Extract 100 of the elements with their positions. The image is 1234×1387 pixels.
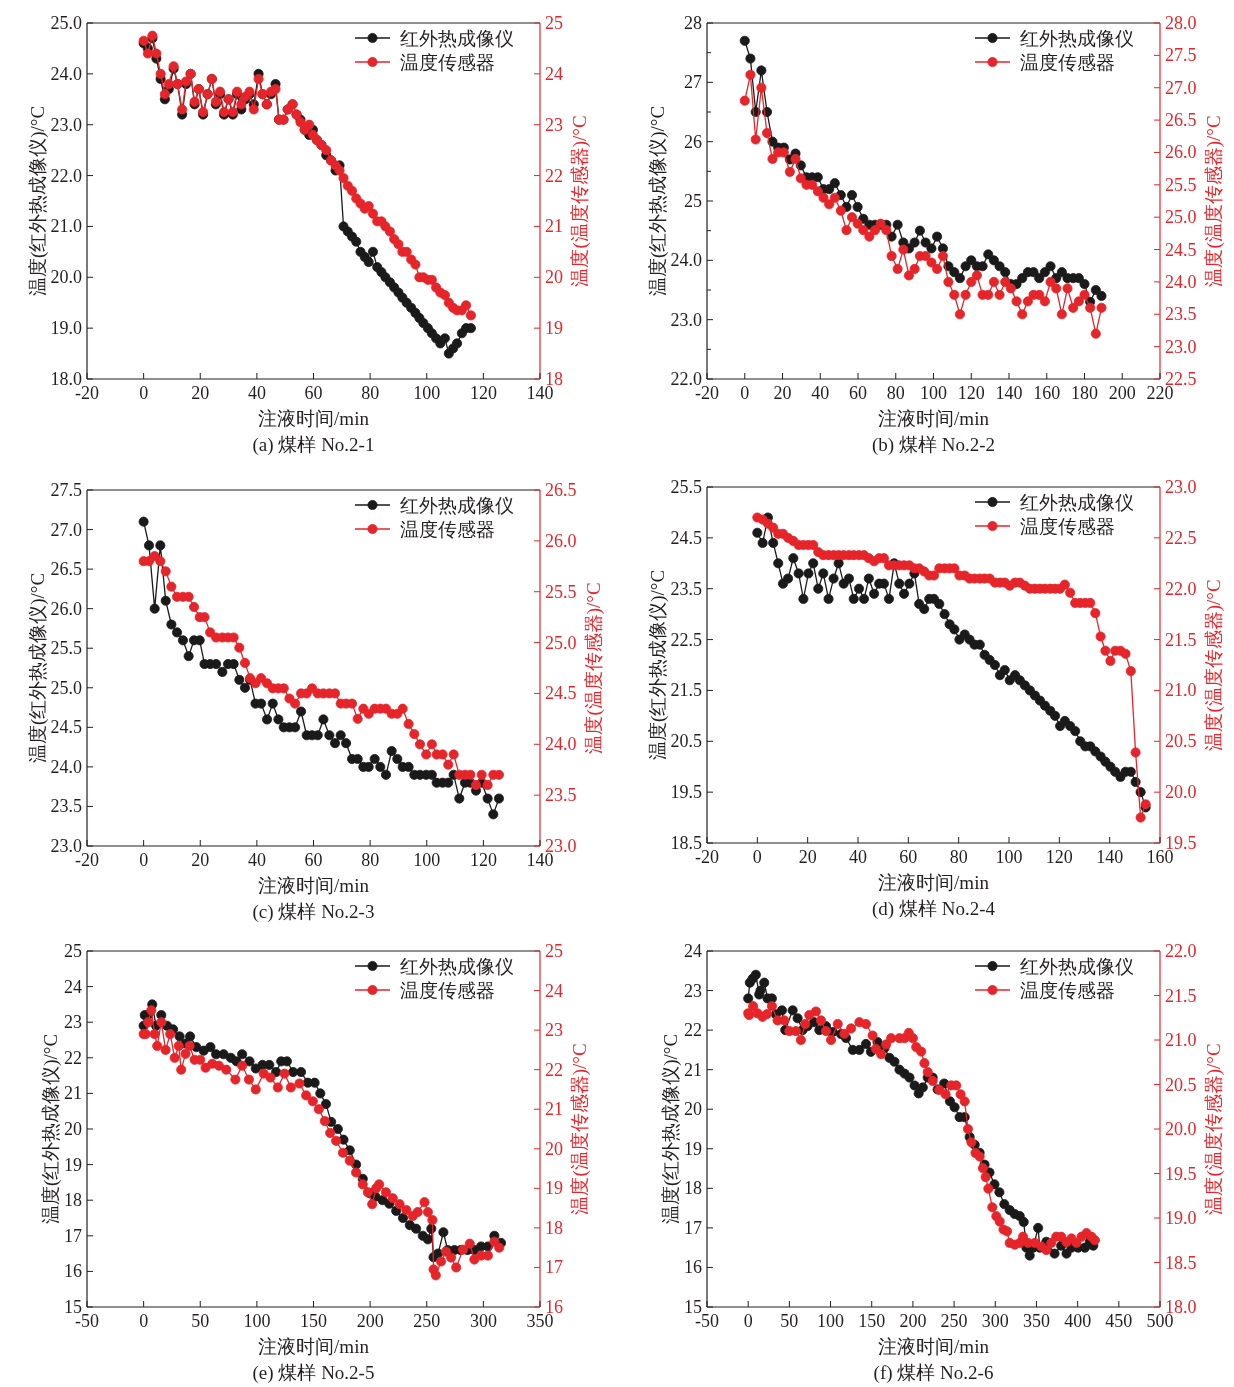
x-tick-label: 300 — [469, 1311, 497, 1331]
y-tick-label: 25.0 — [50, 677, 82, 698]
y-tick-label: 23.0 — [670, 309, 702, 330]
x-tick-label: 50 — [191, 1311, 210, 1331]
y2-axis-title: 温度(温度传感器)/°C — [569, 1043, 591, 1215]
y2-axis-title: 温度(温度传感器)/°C — [1202, 579, 1225, 751]
y-tick-label: 27 — [684, 72, 702, 93]
y2-tick-label: 23 — [545, 1020, 563, 1041]
y2-tick-label: 27.0 — [1165, 77, 1197, 98]
y2-tick-label: 18 — [545, 1217, 563, 1238]
y2-tick-label: 23.0 — [1165, 477, 1197, 497]
x-tick-label: 0 — [740, 383, 750, 403]
y-tick-label: 20 — [684, 1099, 702, 1120]
y2-tick-label: 20.0 — [1165, 782, 1197, 803]
y-tick-label: 22.0 — [670, 369, 702, 389]
y-tick-label: 25 — [684, 191, 702, 211]
y2-tick-label: 22.0 — [1165, 941, 1197, 961]
text: (e) 煤样 No.2-5 — [252, 1362, 375, 1384]
x-tick-label: 60 — [899, 847, 918, 867]
x-tick-label: 20 — [798, 847, 817, 867]
x-tick-label: 100 — [413, 850, 441, 870]
y-tick-label: 18 — [64, 1190, 82, 1211]
y-tick-label: 25.5 — [670, 477, 702, 497]
y2-tick-label: 22 — [545, 165, 563, 186]
x-tick-label: 60 — [304, 850, 323, 870]
legend-label: 红外热成像仪 — [400, 956, 514, 977]
x-tick-label: 40 — [849, 847, 867, 867]
x-tick-label: 80 — [886, 383, 905, 403]
y-tick-label: 26.0 — [50, 598, 82, 619]
y-tick-label: 21.5 — [670, 680, 702, 701]
y-tick-label: 23 — [64, 1012, 82, 1033]
y2-axis-title: 温度(温度传感器)/°C — [582, 582, 605, 754]
x-tick-label: 250 — [413, 1311, 441, 1331]
y-tick-label: 19.0 — [50, 318, 82, 339]
legend-label: 红外热成像仪 — [1020, 492, 1134, 513]
legend-label: 红外热成像仪 — [400, 495, 514, 516]
y2-tick-label: 23.0 — [1165, 336, 1197, 357]
y2-tick-label: 22.0 — [1165, 578, 1197, 599]
x-tick-label: 300 — [981, 1311, 1009, 1331]
x-tick-label: 180 — [1071, 383, 1098, 403]
legend-label: 温度传感器 — [400, 519, 495, 540]
y-tick-label: 25.0 — [50, 13, 82, 33]
y-tick-label: 24.0 — [670, 250, 702, 271]
y-tick-label: 19.5 — [670, 782, 702, 803]
y-tick-label: 24 — [64, 976, 82, 997]
y2-tick-label: 27.5 — [1165, 45, 1197, 66]
y-tick-label: 20.0 — [50, 267, 82, 288]
y-tick-label: 20.5 — [670, 731, 702, 752]
y2-tick-label: 26.0 — [1165, 142, 1197, 163]
x-axis-title: 注液时间/min — [258, 1336, 370, 1357]
x-tick-label: 0 — [752, 847, 762, 867]
text: (c) 煤样 No.2-3 — [252, 901, 375, 923]
y2-tick-label: 23.5 — [1165, 304, 1197, 325]
y-tick-label: 18 — [684, 1178, 702, 1199]
y2-tick-label: 25.5 — [1165, 174, 1197, 195]
x-tick-label: 80 — [361, 850, 380, 870]
y2-tick-label: 21 — [545, 1099, 563, 1120]
x-tick-label: 200 — [1108, 383, 1136, 403]
y-tick-label: 26 — [684, 131, 702, 152]
x-tick-label: 80 — [361, 383, 380, 403]
y-tick-label: 19 — [64, 1154, 82, 1175]
y-tick-label: 24.5 — [670, 527, 702, 548]
y-axis-title: 温度(红外热成像仪)/°C — [26, 105, 49, 297]
y-tick-label: 24.0 — [50, 756, 82, 777]
x-tick-label: 40 — [247, 383, 266, 403]
y-axis-title: 温度(红外热成像仪)/°C — [40, 1033, 62, 1225]
y2-tick-label: 21.5 — [1165, 985, 1197, 1006]
y-tick-label: 27.5 — [50, 480, 82, 500]
x-tick-label: 20 — [191, 383, 210, 403]
x-tick-label: 200 — [356, 1311, 384, 1331]
y-tick-label: 24.0 — [50, 63, 82, 84]
y-tick-label: 22 — [64, 1047, 82, 1068]
x-tick-label: 0 — [139, 383, 149, 403]
x-tick-label: 120 — [957, 383, 985, 403]
x-tick-label: 150 — [300, 1311, 327, 1331]
y2-tick-label: 19 — [545, 1178, 563, 1199]
y2-tick-label: 21.5 — [1165, 629, 1197, 650]
text: (a) 煤样 No.2-1 — [252, 434, 375, 456]
x-tick-label: 100 — [817, 1311, 845, 1331]
x-tick-label: 160 — [1033, 383, 1061, 403]
y-axis-title: 温度(红外热成像仪)/°C — [646, 105, 669, 297]
y2-tick-label: 25.5 — [545, 581, 577, 602]
text: (f) 煤样 No.2-6 — [873, 1362, 994, 1384]
x-tick-label: 120 — [469, 383, 497, 403]
legend-label: 红外热成像仪 — [1020, 956, 1134, 977]
y-tick-label: 27.0 — [50, 519, 82, 540]
x-tick-label: 140 — [995, 383, 1023, 403]
y-tick-label: 21 — [64, 1083, 82, 1104]
legend-label: 温度传感器 — [400, 52, 495, 73]
y2-tick-label: 24.0 — [1165, 271, 1197, 292]
y2-tick-label: 24 — [545, 63, 563, 84]
y-tick-label: 25.5 — [50, 638, 82, 659]
y2-tick-label: 25.0 — [545, 632, 577, 653]
y2-tick-label: 25 — [545, 941, 563, 961]
y2-tick-label: 26.5 — [1165, 110, 1197, 131]
y-tick-label: 28 — [684, 13, 702, 33]
y-tick-label: 22.0 — [50, 165, 82, 186]
y2-tick-label: 21.0 — [1165, 680, 1197, 701]
x-tick-label: 80 — [949, 847, 968, 867]
y2-tick-label: 22 — [545, 1059, 563, 1080]
